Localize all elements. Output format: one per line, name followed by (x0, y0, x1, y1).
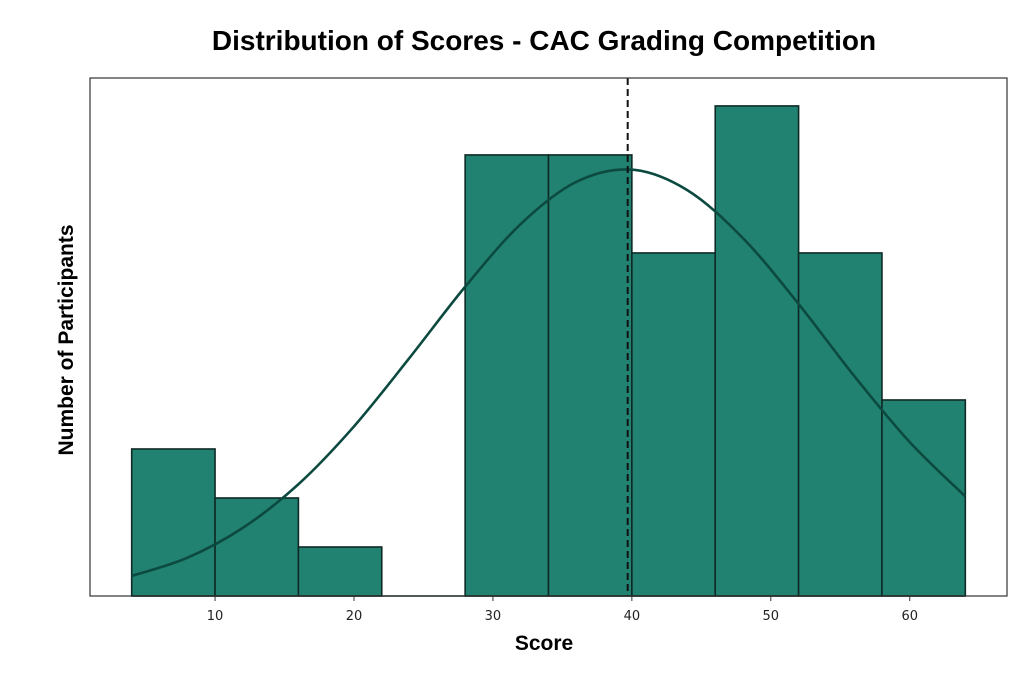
histogram-bar (214, 497, 300, 597)
histogram-bar (297, 546, 383, 597)
x-tick-label: 30 (485, 609, 502, 624)
histogram-bar (464, 154, 550, 597)
histogram-bar (714, 105, 800, 597)
x-tick-label: 20 (346, 609, 363, 624)
x-tick-label: 10 (207, 609, 224, 624)
x-tick-label: 50 (763, 609, 780, 624)
histogram-bar (547, 154, 633, 597)
kde-curve (131, 168, 967, 578)
histogram-bar (130, 448, 216, 597)
histogram-bar (881, 399, 967, 597)
y-axis-label: Number of Participants (55, 224, 78, 455)
histogram-bar (797, 252, 883, 597)
x-axis-label: Score (515, 632, 573, 655)
histogram-bar (631, 252, 717, 597)
chart-title: Distribution of Scores - CAC Grading Com… (212, 25, 876, 56)
x-tick-label: 40 (624, 609, 641, 624)
plot-frame (89, 77, 1008, 597)
x-tick-label: 60 (901, 609, 918, 624)
